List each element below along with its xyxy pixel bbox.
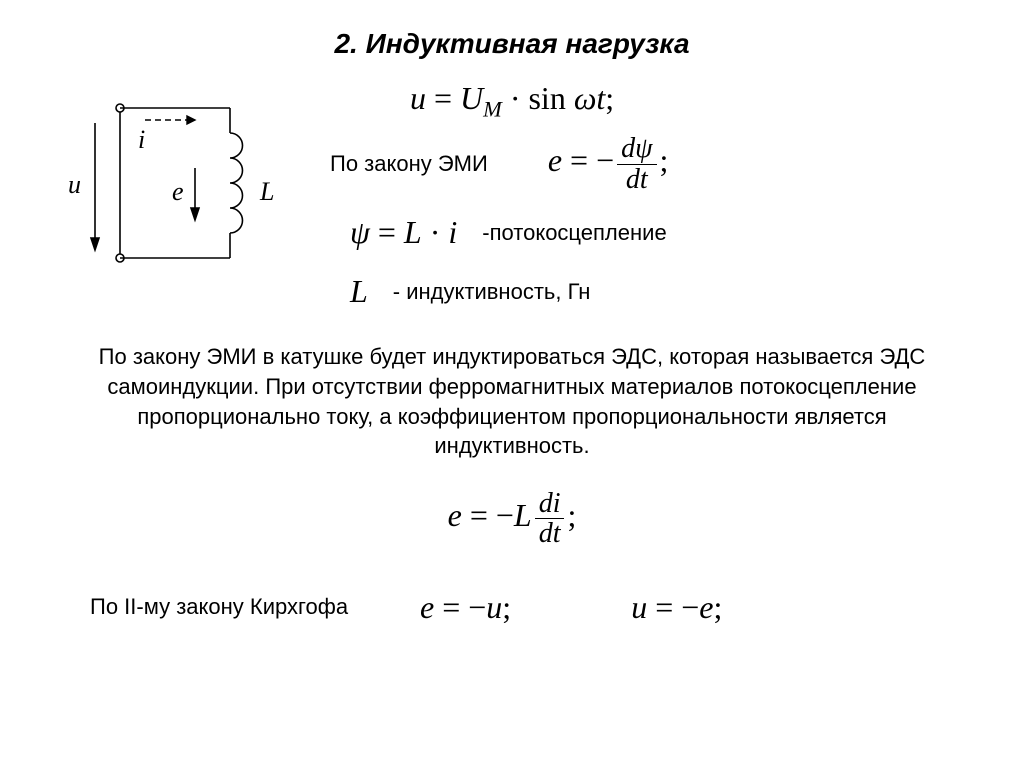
i-label: i — [138, 125, 145, 154]
emi-law-label: По закону ЭМИ — [330, 151, 488, 177]
flux-linkage-equation: ψ = L · i — [330, 214, 457, 251]
explanation-paragraph: По закону ЭМИ в катушке будет индуктиров… — [90, 342, 934, 461]
flux-linkage-label: -потокосцепление — [482, 220, 666, 246]
inductance-symbol: L — [330, 273, 368, 310]
inductance-label: - индуктивность, Гн — [393, 279, 591, 305]
L-label: L — [259, 177, 274, 206]
circuit-diagram: i u e L — [60, 78, 290, 293]
kirchhoff-label: По II-му закону Кирхгофа — [90, 594, 420, 620]
emi-equation: e = −dψdt; — [548, 134, 669, 194]
self-induction-equation: e = −Ldidt; — [448, 497, 577, 533]
kirchhoff-eq1: e = −u; — [420, 589, 511, 626]
u-label: u — [68, 170, 81, 199]
page-title: 2. Индуктивная нагрузка — [60, 28, 964, 60]
voltage-equation: u = UM · sin ωt; — [330, 80, 614, 122]
kirchhoff-eq2: u = −e; — [631, 589, 722, 626]
e-label: e — [172, 177, 184, 206]
